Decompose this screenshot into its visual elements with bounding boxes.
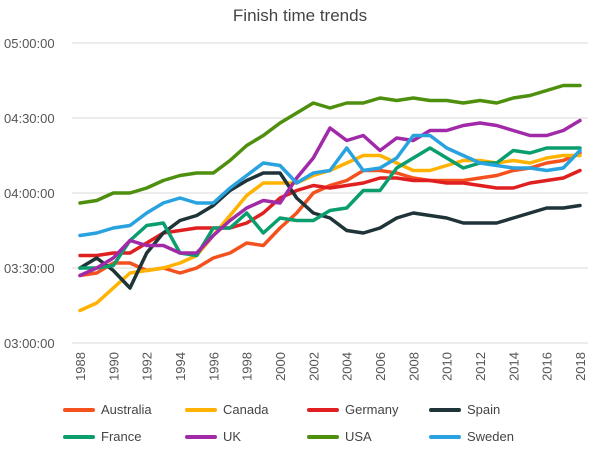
- x-tick-label: 1996: [206, 352, 221, 381]
- x-tick-label: 2006: [373, 352, 388, 381]
- series-line-sweden: [78, 133, 582, 238]
- legend-item: Canada: [185, 402, 293, 417]
- series-line-canada: [78, 153, 582, 313]
- legend-label: USA: [345, 429, 372, 444]
- x-tick-label: 1992: [140, 352, 155, 381]
- legend-swatch: [429, 407, 461, 412]
- legend-label: Australia: [101, 402, 152, 417]
- x-tick-label: 1994: [173, 352, 188, 381]
- x-tick-label: 2002: [306, 352, 321, 381]
- legend-item: Sweden: [429, 429, 537, 444]
- legend-item: Australia: [63, 402, 171, 417]
- legend-item: Spain: [429, 402, 537, 417]
- legend-row: France UK USA Sweden: [0, 423, 600, 450]
- legend-item: USA: [307, 429, 415, 444]
- legend-swatch: [429, 434, 461, 439]
- series-line-usa: [78, 83, 582, 205]
- legend-label: Sweden: [467, 429, 514, 444]
- legend-item: Germany: [307, 402, 415, 417]
- y-tick-label: 03:30:00: [4, 261, 55, 276]
- chart-title: Finish time trends: [232, 6, 368, 25]
- legend-label: UK: [223, 429, 242, 444]
- legend-swatch: [63, 407, 95, 412]
- x-tick-label: 2014: [506, 352, 521, 381]
- legend-swatch: [307, 407, 339, 412]
- y-tick-label: 04:30:00: [4, 111, 55, 126]
- series-line-uk: [78, 118, 582, 278]
- legend-item: France: [63, 429, 171, 444]
- x-tick-label: 2016: [540, 352, 555, 381]
- y-tick-label: 03:00:00: [4, 336, 55, 351]
- legend: Australia Canada Germany Spain France UK USA Sw…: [0, 396, 600, 450]
- legend-item: UK: [185, 429, 293, 444]
- legend-swatch: [307, 434, 339, 439]
- legend-label: Canada: [223, 402, 269, 417]
- legend-label: Spain: [467, 402, 501, 417]
- x-tick-label: 2018: [573, 352, 588, 381]
- x-tick-label: 1998: [240, 352, 255, 381]
- x-tick-label: 2008: [406, 352, 421, 381]
- legend-swatch: [63, 434, 95, 439]
- legend-swatch: [185, 434, 217, 439]
- legend-swatch: [185, 407, 217, 412]
- x-tick-label: 2000: [273, 352, 288, 381]
- y-tick-label: 04:00:00: [4, 186, 55, 201]
- x-tick-label: 1990: [106, 352, 121, 381]
- legend-label: France: [101, 429, 142, 444]
- series-line-spain: [78, 171, 582, 290]
- legend-label: Germany: [345, 402, 399, 417]
- x-tick-label: 2012: [473, 352, 488, 381]
- legend-row: Australia Canada Germany Spain: [0, 396, 600, 423]
- series-line-france: [78, 146, 582, 270]
- x-tick-label: 2004: [340, 352, 355, 381]
- x-tick-label: 2010: [440, 352, 455, 381]
- y-tick-label: 05:00:00: [4, 36, 55, 51]
- x-tick-label: 1988: [73, 352, 88, 381]
